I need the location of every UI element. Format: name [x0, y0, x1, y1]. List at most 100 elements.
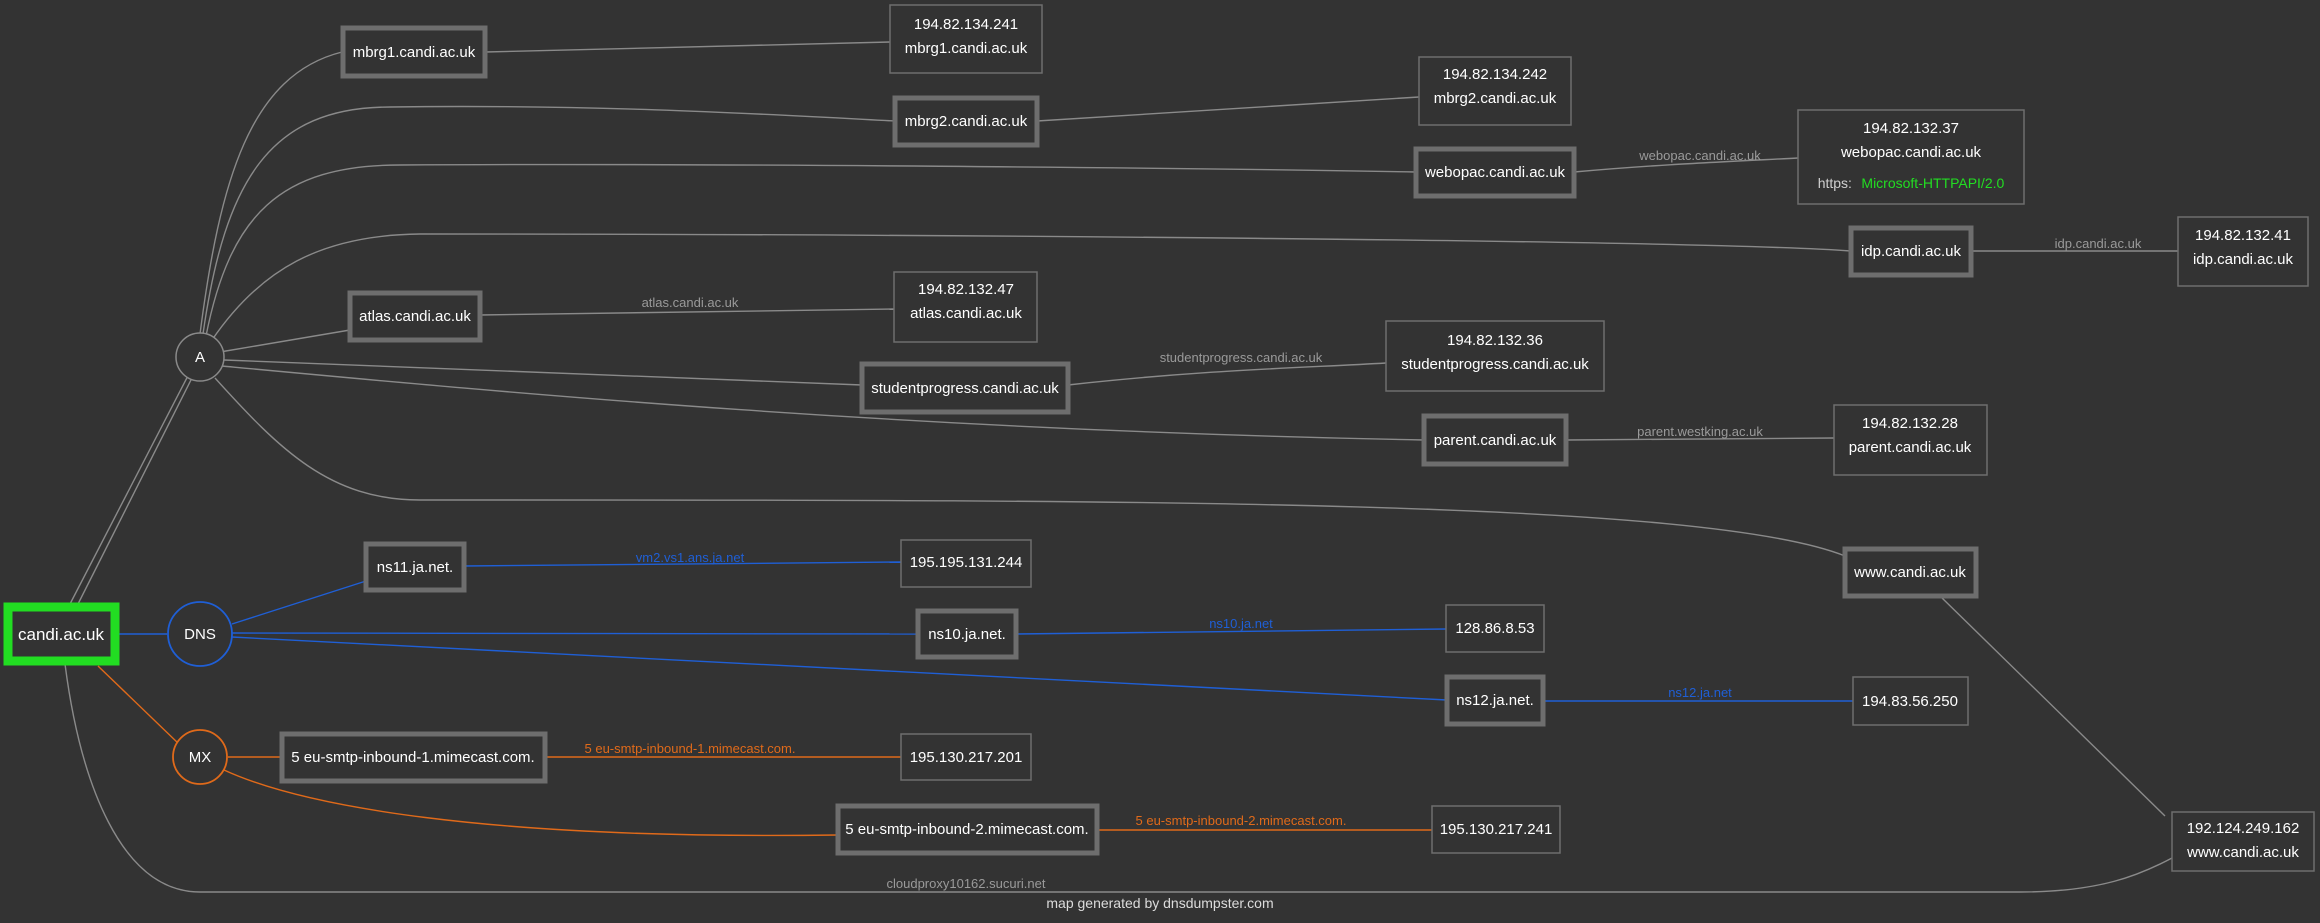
edge-label-ns10: ns10.ja.net [1209, 616, 1273, 631]
ip-node-idp[interactable]: 194.82.132.41 idp.candi.ac.uk [2177, 216, 2309, 287]
host-node-mbrg1-label: mbrg1.candi.ac.uk [353, 44, 476, 61]
edge-ns11-ip [463, 561, 902, 567]
ip-node-mx1[interactable]: 195.130.217.201 [900, 733, 1032, 781]
host-node-ns10[interactable]: ns10.ja.net. [915, 608, 1019, 660]
ip-node-ns10[interactable]: 128.86.8.53 [1445, 604, 1545, 653]
host-node-idp-label: idp.candi.ac.uk [1861, 243, 1962, 260]
record-type-a[interactable]: A [175, 332, 225, 382]
edge-label-idp: idp.candi.ac.uk [2055, 236, 2142, 251]
ip-node-mbrg1[interactable]: 194.82.134.241 mbrg1.candi.ac.uk [889, 4, 1043, 74]
edge-studentprogress-ip [1067, 362, 1387, 386]
edge-root-mx [97, 665, 181, 746]
host-node-webopac-border [1413, 146, 1577, 199]
ip-node-studentprogress-ip: 194.82.132.36 [1447, 332, 1543, 349]
edge-parent-ip [1565, 437, 1835, 441]
edge-dns-ns12 [231, 636, 1448, 701]
ip-node-ns11-border [900, 539, 1032, 588]
ip-node-atlas-host: atlas.candi.ac.uk [910, 305, 1022, 322]
edge-root-cloudproxy-www [64, 663, 2173, 893]
record-type-mx-circle [172, 729, 228, 785]
ip-node-parent[interactable]: 194.82.132.28 parent.candi.ac.uk [1833, 404, 1988, 476]
ip-node-mbrg2-ip: 194.82.134.242 [1443, 66, 1547, 83]
ip-node-www-border [2171, 811, 2315, 872]
host-node-webopac-label: webopac.candi.ac.uk [1424, 164, 1566, 181]
root-node[interactable]: candi.ac.uk [3, 602, 120, 666]
edges [64, 41, 2178, 893]
host-node-mx1-label: 5 eu-smtp-inbound-1.mimecast.com. [291, 749, 534, 766]
edge-labels: webopac.candi.ac.uk idp.candi.ac.uk atla… [585, 148, 2142, 891]
ip-node-mx1-ip: 195.130.217.201 [910, 749, 1023, 766]
edge-ns10-ip [1015, 628, 1447, 635]
ip-node-atlas[interactable]: 194.82.132.47 atlas.candi.ac.uk [893, 271, 1038, 343]
edge-www-ip [1939, 595, 2166, 817]
host-node-parent-label: parent.candi.ac.uk [1434, 432, 1557, 449]
ip-node-mbrg1-host: mbrg1.candi.ac.uk [905, 40, 1028, 57]
record-type-dns-circle [167, 601, 233, 667]
host-node-mbrg1-border [340, 25, 488, 79]
ip-node-www-ip: 192.124.249.162 [2187, 820, 2300, 837]
edge-label-parent: parent.westking.ac.uk [1637, 424, 1763, 439]
record-type-dns[interactable]: DNS [167, 601, 233, 667]
host-node-atlas-label: atlas.candi.ac.uk [359, 308, 471, 325]
host-node-webopac[interactable]: webopac.candi.ac.uk [1413, 146, 1577, 199]
ip-node-ns12-border [1852, 676, 1969, 726]
host-node-ns11-border [363, 541, 467, 593]
host-node-ns12-label: ns12.ja.net. [1456, 692, 1534, 709]
host-node-idp-border [1848, 225, 1974, 278]
edge-label-mx2: 5 eu-smtp-inbound-2.mimecast.com. [1136, 813, 1347, 828]
ip-node-mbrg2[interactable]: 194.82.134.242 mbrg2.candi.ac.uk [1418, 56, 1572, 126]
host-node-mx2-border [835, 803, 1100, 856]
ip-node-mbrg1-ip: 194.82.134.241 [914, 16, 1018, 33]
ip-node-ns12[interactable]: 194.83.56.250 [1852, 676, 1969, 726]
root-node-border [3, 602, 120, 666]
host-node-mx2[interactable]: 5 eu-smtp-inbound-2.mimecast.com. [835, 803, 1100, 856]
ip-node-mx2[interactable]: 195.130.217.241 [1431, 805, 1561, 854]
record-type-a-circle [175, 332, 225, 382]
ip-node-mbrg2-border [1418, 56, 1572, 126]
edge-a-studentprogress [223, 359, 863, 386]
ip-node-studentprogress[interactable]: 194.82.132.36 studentprogress.candi.ac.u… [1385, 320, 1605, 392]
ip-node-www-host: www.candi.ac.uk [2186, 844, 2299, 861]
edge-dns-ns10 [231, 632, 919, 635]
ip-node-ns11[interactable]: 195.195.131.244 [900, 539, 1032, 588]
host-node-studentprogress-label: studentprogress.candi.ac.uk [871, 380, 1059, 397]
host-node-www[interactable]: www.candi.ac.uk [1842, 546, 1979, 599]
host-node-mbrg1[interactable]: mbrg1.candi.ac.uk [340, 25, 488, 79]
edge-label-cloudproxy: cloudproxy10162.sucuri.net [887, 876, 1046, 891]
host-node-mbrg2[interactable]: mbrg2.candi.ac.uk [892, 95, 1040, 148]
host-node-atlas[interactable]: atlas.candi.ac.uk [347, 290, 483, 343]
edge-root-a-2 [77, 369, 197, 605]
host-node-mx1[interactable]: 5 eu-smtp-inbound-1.mimecast.com. [279, 731, 548, 784]
record-type-mx[interactable]: MX [172, 729, 228, 785]
ip-node-ns10-ip: 128.86.8.53 [1455, 620, 1534, 637]
ip-node-studentprogress-border [1385, 320, 1605, 392]
ip-node-www[interactable]: 192.124.249.162 www.candi.ac.uk [2171, 811, 2315, 872]
ip-node-atlas-ip: 194.82.132.47 [918, 281, 1014, 298]
edge-mx-mx2 [223, 769, 839, 837]
host-node-ns12[interactable]: ns12.ja.net. [1444, 674, 1546, 727]
record-type-mx-label: MX [189, 749, 212, 766]
ip-node-mx2-border [1431, 805, 1561, 854]
ip-node-idp-border [2177, 216, 2309, 287]
host-node-studentprogress-border [859, 361, 1071, 415]
host-node-ns12-border [1444, 674, 1546, 727]
edge-label-mx1: 5 eu-smtp-inbound-1.mimecast.com. [585, 741, 796, 756]
edge-a-parent [221, 365, 1425, 441]
edge-label-studentprogress: studentprogress.candi.ac.uk [1160, 350, 1323, 365]
https-label: https: [1818, 175, 1852, 191]
host-node-ns11[interactable]: ns11.ja.net. [363, 541, 467, 593]
host-node-www-border [1842, 546, 1979, 599]
edge-webopac-ip [1573, 157, 1799, 173]
host-node-idp[interactable]: idp.candi.ac.uk [1848, 225, 1974, 278]
host-node-parent[interactable]: parent.candi.ac.uk [1421, 413, 1569, 467]
host-node-ns11-label: ns11.ja.net. [377, 559, 453, 576]
edge-mbrg1-ip [484, 41, 891, 53]
root-node-label: candi.ac.uk [18, 625, 104, 644]
host-node-ns10-border [915, 608, 1019, 660]
edge-dns-ns11 [231, 580, 367, 625]
ip-node-webopac-border [1797, 109, 2025, 205]
ip-node-webopac[interactable]: 194.82.132.37 webopac.candi.ac.uk https:… [1797, 109, 2025, 205]
host-node-www-label: www.candi.ac.uk [1853, 564, 1966, 581]
host-node-studentprogress[interactable]: studentprogress.candi.ac.uk [859, 361, 1071, 415]
